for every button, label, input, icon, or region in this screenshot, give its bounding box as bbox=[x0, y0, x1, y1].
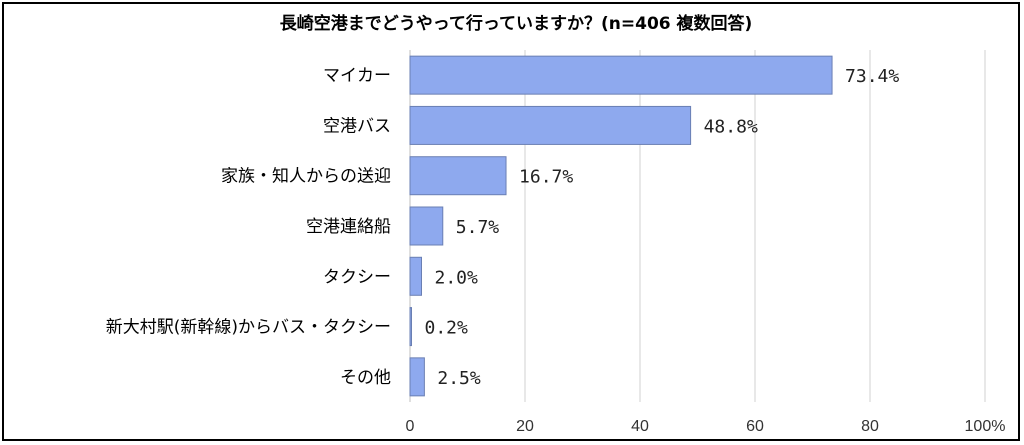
bar bbox=[409, 105, 692, 145]
bar bbox=[409, 357, 425, 397]
data-label: 2.0% bbox=[435, 267, 479, 288]
bar bbox=[409, 256, 422, 296]
data-labels: 73.4% 48.8% 16.7% 5.7% 2.0% 0.2% 2.5% bbox=[425, 66, 900, 389]
x-tick-label: 0 bbox=[406, 418, 415, 435]
data-label: 73.4% bbox=[845, 66, 899, 87]
bar bbox=[409, 206, 444, 246]
bars bbox=[409, 55, 833, 397]
x-tick-label: 20 bbox=[516, 418, 534, 435]
bar bbox=[409, 156, 507, 196]
category-label: 空港連絡船 bbox=[306, 217, 391, 237]
category-label: その他 bbox=[340, 368, 391, 388]
data-label: 2.5% bbox=[437, 368, 481, 389]
category-label: 新大村駅(新幹線)からバス・タクシー bbox=[106, 317, 391, 338]
chart-title: 長崎空港までどうやって行っていますか？(n=406 複数回答) bbox=[280, 13, 753, 34]
data-label: 5.7% bbox=[456, 217, 500, 238]
x-tick-label: 40 bbox=[631, 418, 649, 435]
category-labels: マイカー空港バス家族・知人からの送迎空港連絡船タクシー新大村駅(新幹線)からバス… bbox=[106, 66, 391, 388]
data-label: 0.2% bbox=[425, 318, 469, 339]
data-label: 48.8% bbox=[704, 116, 758, 137]
x-tick-label: 100% bbox=[965, 418, 1006, 435]
x-tick-label: 60 bbox=[746, 418, 764, 435]
x-tick-labels: 0 20 40 60 80 100% bbox=[406, 418, 1006, 435]
category-label: マイカー bbox=[323, 66, 391, 86]
data-label: 16.7% bbox=[519, 167, 573, 188]
category-label: タクシー bbox=[323, 267, 391, 287]
x-tick-label: 80 bbox=[861, 418, 879, 435]
bar bbox=[409, 55, 833, 95]
category-label: 空港バス bbox=[323, 116, 391, 136]
category-label: 家族・知人からの送迎 bbox=[221, 167, 391, 187]
bar bbox=[409, 307, 412, 347]
